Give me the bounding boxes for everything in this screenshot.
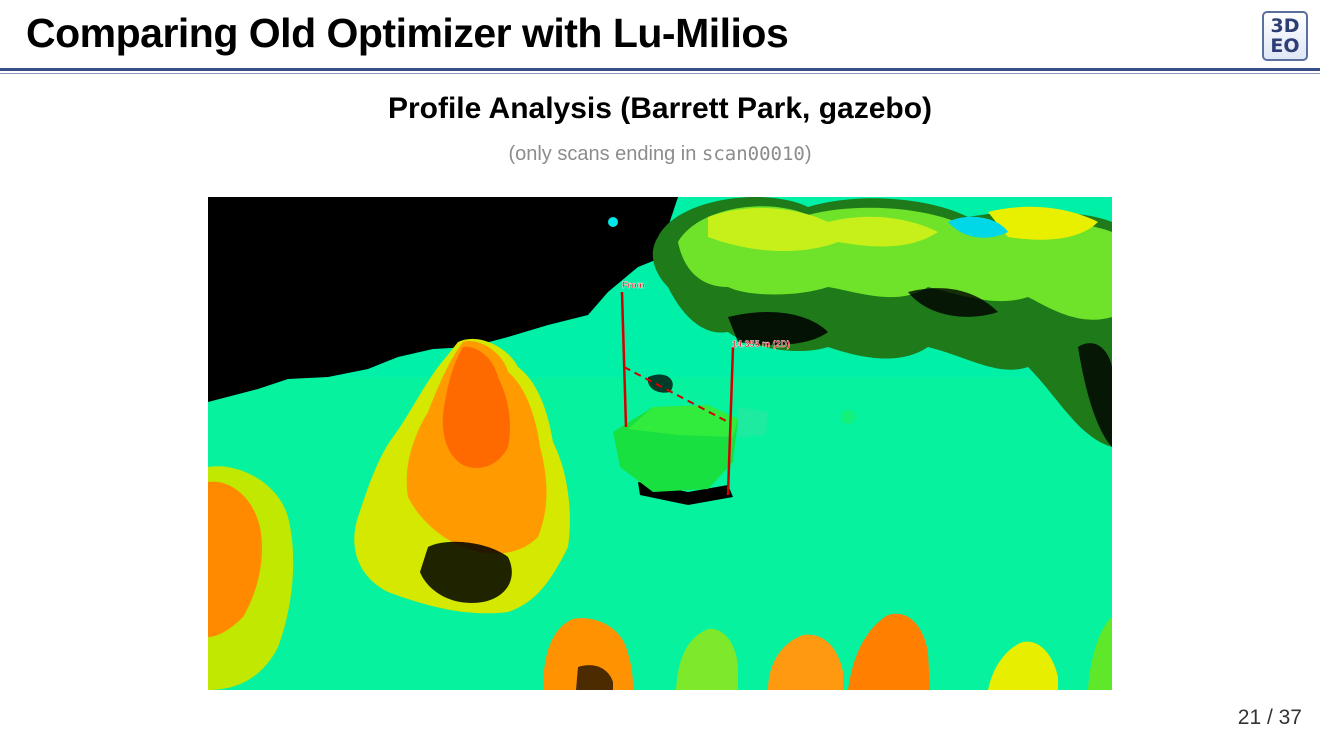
tree-canopy-top-right bbox=[647, 197, 1112, 447]
to-marker-pole bbox=[726, 346, 735, 496]
no-data-region bbox=[208, 197, 678, 402]
note-prefix: (only scans ending in bbox=[508, 143, 702, 165]
slide-subtitle: Profile Analysis (Barrett Park, gazebo) bbox=[387, 92, 933, 125]
distance-label: 14.355 m (2D) bbox=[732, 339, 790, 349]
logo-line-2: EO bbox=[1270, 35, 1300, 57]
from-marker-pole bbox=[620, 291, 628, 428]
page-number: 21 / 37 bbox=[1237, 706, 1302, 729]
distance-measurement: From 14.355 m (2D) bbox=[620, 280, 790, 496]
tree-row-bottom bbox=[543, 613, 1112, 690]
logo-line-1: 3D bbox=[1270, 15, 1300, 37]
note-suffix: ) bbox=[804, 143, 812, 165]
point-cloud-figure: From 14.355 m (2D) bbox=[208, 197, 1112, 690]
point-cloud-render: From 14.355 m (2D) bbox=[208, 197, 1112, 690]
green-point-cluster bbox=[841, 410, 855, 424]
3deo-logo: 3D EO bbox=[1262, 11, 1308, 61]
tree-conifer-left bbox=[354, 338, 570, 614]
from-label: From bbox=[622, 280, 645, 290]
slide-note: (only scans ending in scan00010) bbox=[0, 143, 1320, 166]
tree-left-edge bbox=[208, 466, 294, 690]
title-rule bbox=[0, 68, 1320, 71]
measurement-line bbox=[623, 366, 731, 424]
slide-title: Comparing Old Optimizer with Lu-Milios bbox=[26, 10, 789, 56]
title-rule-thin bbox=[0, 73, 1320, 74]
note-code: scan00010 bbox=[701, 143, 805, 165]
cyan-point-cluster bbox=[608, 217, 618, 227]
